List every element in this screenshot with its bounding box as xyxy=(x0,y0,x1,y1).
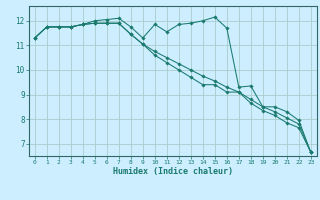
X-axis label: Humidex (Indice chaleur): Humidex (Indice chaleur) xyxy=(113,167,233,176)
